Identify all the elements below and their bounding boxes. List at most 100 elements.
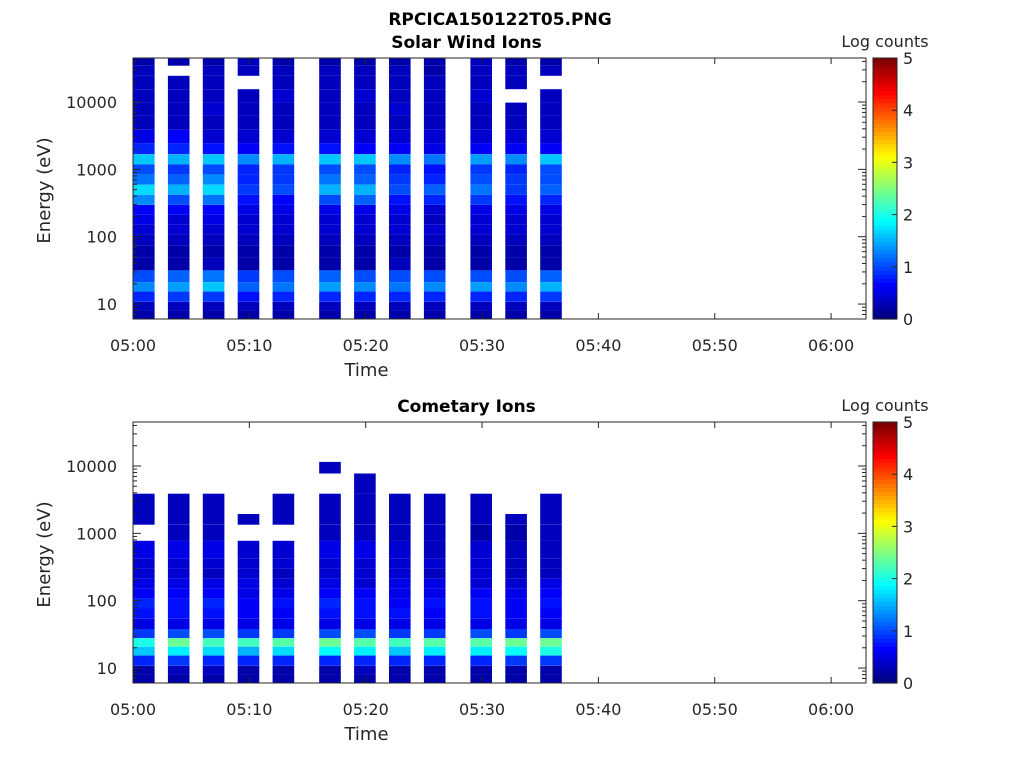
heatmap-cell [319, 578, 341, 589]
heatmap-cell [202, 75, 225, 90]
heatmap-cell [505, 194, 527, 205]
colorbar-segment [873, 82, 897, 88]
heatmap-cell [202, 65, 225, 76]
heatmap-cell [237, 58, 260, 66]
colorbar-segment [873, 70, 897, 75]
heatmap-cell [540, 194, 562, 205]
heatmap-cell [470, 665, 492, 675]
colorbar-segment [873, 430, 897, 435]
heatmap-cell [540, 224, 562, 235]
colorbar-segment [873, 102, 897, 108]
heatmap-cell [470, 558, 492, 569]
heatmap-cell [505, 558, 527, 569]
heatmap-cell [272, 674, 295, 683]
colorbar-segment [873, 621, 897, 627]
heatmap-cell [540, 540, 562, 559]
heatmap-cell [237, 301, 260, 311]
heatmap-cell [354, 184, 376, 195]
heatmap-cell [389, 164, 411, 175]
heatmap-cell [389, 214, 411, 225]
heatmap-cell [470, 618, 492, 630]
heatmap-cell [167, 618, 190, 630]
heatmap-cell [470, 214, 492, 225]
heatmap-cell [133, 665, 155, 675]
colorbar-segment [873, 540, 897, 545]
colorbar-tick-label: 1 [903, 622, 913, 641]
colorbar-segment [873, 585, 897, 590]
heatmap-cell [470, 234, 492, 246]
heatmap-cell [167, 646, 190, 656]
colorbar-segment [873, 278, 897, 283]
colorbar-segment [873, 245, 897, 251]
heatmap-cell [202, 588, 225, 599]
colorbar-segment [873, 180, 897, 186]
heatmap-cell [505, 164, 527, 175]
colorbar-segment [873, 208, 897, 214]
heatmap-cell [133, 257, 155, 271]
heatmap-cell [319, 588, 341, 599]
colorbar-segment [873, 314, 897, 320]
colorbar-segment [873, 519, 897, 525]
heatmap-cell [423, 194, 446, 205]
heatmap-cell [167, 234, 190, 246]
heatmap-cell [319, 129, 341, 144]
heatmap-cell [505, 205, 527, 215]
x-tick-label: 05:20 [343, 700, 389, 719]
heatmap-cell [237, 569, 260, 579]
heatmap-cell [237, 174, 260, 185]
heatmap-cell [272, 646, 295, 656]
heatmap-cell [319, 75, 341, 90]
colorbar-segment [873, 450, 897, 456]
heatmap-cell [272, 558, 295, 569]
colorbar-frame [872, 57, 898, 320]
heatmap-cell [505, 638, 527, 647]
colorbar-tick-label: 4 [903, 101, 913, 120]
colorbar-segment [873, 523, 897, 529]
heatmap-cell [423, 270, 446, 283]
colorbar-tick-label: 2 [903, 570, 913, 589]
y-axis-label: Energy (eV) [34, 137, 55, 243]
colorbar-segment [873, 438, 897, 443]
heatmap-cell [389, 618, 411, 630]
heatmap-cell [354, 674, 376, 683]
heatmap-cell [237, 629, 260, 639]
heatmap-cell [272, 143, 295, 155]
heatmap-cell [237, 194, 260, 205]
heatmap-cell [133, 588, 155, 599]
heatmap-cell [505, 115, 527, 130]
colorbar-segment [873, 62, 897, 67]
heatmap-cell [202, 598, 225, 609]
heatmap-cell [272, 493, 295, 514]
heatmap-cell [423, 524, 446, 541]
heatmap-cell [202, 524, 225, 541]
colorbar-label: Log counts [841, 32, 928, 51]
x-tick-label: 05:10 [226, 336, 272, 355]
heatmap-cell [202, 270, 225, 283]
heatmap-cell [319, 608, 341, 619]
heatmap-cell [167, 514, 190, 525]
colorbar-segment [873, 576, 897, 582]
heatmap-cell [540, 578, 562, 589]
heatmap-cell [354, 598, 376, 609]
heatmap-cell [133, 569, 155, 579]
heatmap-cell [133, 646, 155, 656]
colorbar-segment [873, 139, 897, 145]
heatmap-cell [272, 257, 295, 271]
heatmap-cell [423, 646, 446, 656]
heatmap-cell [389, 75, 411, 90]
heatmap-cell [423, 174, 446, 185]
heatmap-cell [423, 58, 446, 66]
heatmap-cell [354, 143, 376, 155]
heatmap-cell [272, 115, 295, 130]
heatmap-cell [319, 461, 341, 474]
heatmap-cell [167, 205, 190, 215]
x-tick-label: 05:30 [459, 336, 505, 355]
heatmap-cell [423, 184, 446, 195]
colorbar-segment [873, 617, 897, 623]
heatmap-cell [133, 608, 155, 619]
colorbar-segment [873, 532, 897, 537]
heatmap-cell [133, 65, 155, 76]
heatmap-cell [505, 257, 527, 271]
heatmap-cell [272, 129, 295, 144]
